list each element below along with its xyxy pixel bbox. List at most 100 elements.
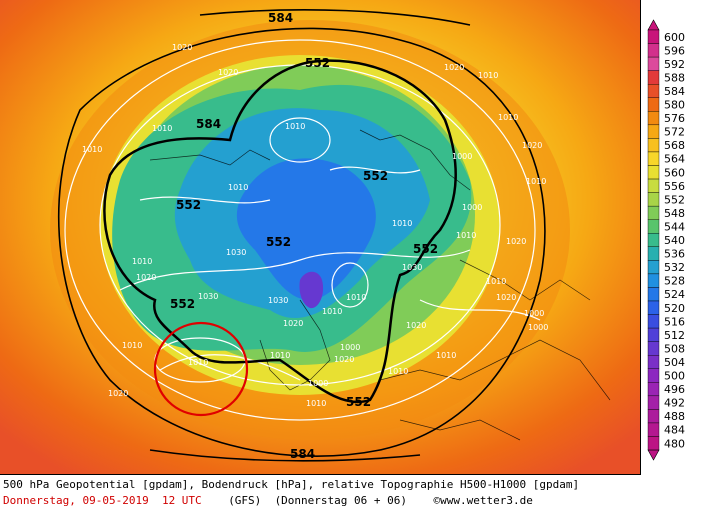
legend-swatch	[647, 246, 660, 261]
legend-labels: 6005965925885845805765725685645605565525…	[664, 31, 685, 450]
legend-label: 576	[664, 112, 685, 125]
legend-label: 556	[664, 180, 685, 193]
weather-map: 552 552 552 552 552 552 552 584 584 584 …	[0, 0, 641, 475]
legend-label: 596	[664, 44, 685, 57]
cold-core-inner	[236, 158, 376, 300]
legend-label: 528	[664, 275, 685, 288]
legend-label: 536	[664, 248, 685, 261]
legend-swatch	[647, 192, 660, 207]
legend-label: 552	[664, 193, 685, 206]
legend-swatch	[647, 178, 660, 193]
legend-label: 492	[664, 397, 685, 410]
legend-label: 580	[664, 99, 685, 112]
legend-swatch	[647, 300, 660, 315]
isobar-label: 1000	[462, 203, 482, 212]
legend-label: 532	[664, 261, 685, 274]
isobar-label: 1020	[283, 319, 303, 328]
legend-label: 540	[664, 234, 685, 247]
legend-swatch	[647, 422, 660, 437]
legend-swatch	[647, 111, 660, 126]
isobar-label: 1010	[498, 113, 518, 122]
isobar-label: 1010	[285, 122, 305, 131]
legend-swatches	[647, 19, 660, 461]
contour-label: 552	[170, 297, 195, 311]
contour-label: 584	[196, 117, 221, 131]
isobar-label: 1010	[436, 351, 456, 360]
legend-label: 508	[664, 342, 685, 355]
isobar-label: 1000	[528, 323, 548, 332]
coastlines	[149, 129, 611, 441]
geopotential-contours	[103, 59, 457, 404]
legend-swatch	[647, 165, 660, 180]
isobar-label: 1020	[108, 389, 128, 398]
legend-label: 564	[664, 153, 685, 166]
isobar-label: 1010	[478, 71, 498, 80]
legend-label: 500	[664, 370, 685, 383]
legend-swatch	[647, 233, 660, 248]
isobar-label: 1030	[402, 263, 422, 272]
legend-swatch	[647, 124, 660, 139]
isobar-label: 1010	[392, 219, 412, 228]
model-name: (GFS)	[228, 494, 262, 507]
isobar-label: 1010	[122, 341, 142, 350]
legend-label: 484	[664, 424, 685, 437]
isobar-label: 1010	[228, 183, 248, 192]
legend-label: 568	[664, 139, 685, 152]
isobar-label: 1010	[82, 145, 102, 154]
legend-swatch	[647, 138, 660, 153]
isobar-label: 1010	[188, 358, 208, 367]
cold-core-deep	[299, 271, 324, 309]
forecast-date: Donnerstag, 09-05-2019 12 UTC	[3, 494, 202, 507]
isobar-label: 1030	[268, 296, 288, 305]
color-legend: 6005965925885845805765725685645605565525…	[641, 0, 704, 474]
legend-swatch	[647, 43, 660, 58]
highlight-circle	[153, 321, 249, 417]
legend-arrow-down	[647, 449, 660, 461]
isobar-label: 1010	[270, 351, 290, 360]
isobar-label: 1020	[172, 43, 192, 52]
isobar-label: 1010	[132, 257, 152, 266]
legend-label: 496	[664, 383, 685, 396]
caption-description: 500 hPa Geopotential [gpdam], Bodendruck…	[3, 478, 580, 491]
legend-swatch	[647, 260, 660, 275]
legend-label: 592	[664, 58, 685, 71]
isobar-label: 1030	[198, 292, 218, 301]
isobar-label: 1000	[452, 152, 472, 161]
legend-label: 504	[664, 356, 685, 369]
copyright: ©www.wetter3.de	[433, 494, 533, 507]
contour-label: 552	[346, 395, 371, 409]
isobar-labels: 1020 1020 1010 1010 1010 1010 1010 1010 …	[82, 43, 548, 408]
legend-swatch	[647, 341, 660, 356]
legend-label: 512	[664, 329, 685, 342]
legend-swatch	[647, 327, 660, 342]
contour-label: 552	[305, 56, 330, 70]
legend-label: 572	[664, 126, 685, 139]
isobar-label: 1020	[334, 355, 354, 364]
isobar-label: 1000	[524, 309, 544, 318]
isobar-label: 1020	[522, 141, 542, 150]
legend-swatch	[647, 287, 660, 302]
legend-swatch	[647, 83, 660, 98]
legend-arrow-up	[647, 19, 660, 31]
legend-swatch	[647, 97, 660, 112]
legend-swatch	[647, 436, 660, 451]
isobar-label: 1020	[218, 68, 238, 77]
caption-run-info: Donnerstag, 09-05-2019 12 UTC (GFS) (Don…	[3, 493, 533, 509]
legend-swatch	[647, 355, 660, 369]
isobar-label: 1020	[406, 321, 426, 330]
legend-swatch	[647, 56, 660, 71]
legend-label: 600	[664, 31, 685, 44]
isobar-label: 1020	[136, 273, 156, 282]
contour-label: 552	[176, 198, 201, 212]
legend-swatch	[647, 409, 660, 424]
legend-label: 524	[664, 288, 685, 301]
isobar-label: 1010	[306, 399, 326, 408]
geopotential-outer	[57, 8, 546, 462]
legend-swatch	[647, 382, 660, 397]
legend-label: 588	[664, 71, 685, 84]
isobar-label: 1010	[456, 231, 476, 240]
legend-swatch	[647, 395, 660, 410]
isobar-label: 1020	[444, 63, 464, 72]
legend-swatch	[647, 273, 660, 288]
isobar-label: 1030	[226, 248, 246, 257]
